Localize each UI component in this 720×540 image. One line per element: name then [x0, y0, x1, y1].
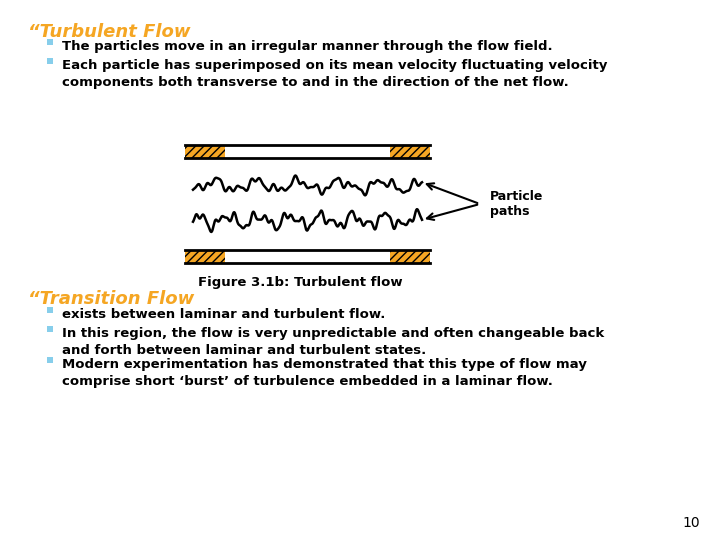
Bar: [185, 250, 225, 263]
Bar: [390, 145, 430, 158]
Bar: [185, 145, 225, 158]
Text: exists between laminar and turbulent flow.: exists between laminar and turbulent flo…: [62, 308, 385, 321]
Text: Each particle has superimposed on its mean velocity fluctuating velocity
compone: Each particle has superimposed on its me…: [62, 59, 608, 89]
Bar: [390, 250, 430, 263]
Text: The particles move in an irregular manner through the flow field.: The particles move in an irregular manne…: [62, 40, 553, 53]
Text: Particle
paths: Particle paths: [490, 190, 544, 219]
Text: Figure 3.1b: Turbulent flow: Figure 3.1b: Turbulent flow: [198, 276, 402, 289]
Text: “Transition Flow: “Transition Flow: [28, 290, 194, 308]
Text: “Turbulent Flow: “Turbulent Flow: [28, 23, 191, 41]
Text: 10: 10: [683, 516, 700, 530]
Text: In this region, the flow is very unpredictable and often changeable back
and for: In this region, the flow is very unpredi…: [62, 327, 604, 357]
Text: Modern experimentation has demonstrated that this type of flow may
comprise shor: Modern experimentation has demonstrated …: [62, 358, 587, 388]
